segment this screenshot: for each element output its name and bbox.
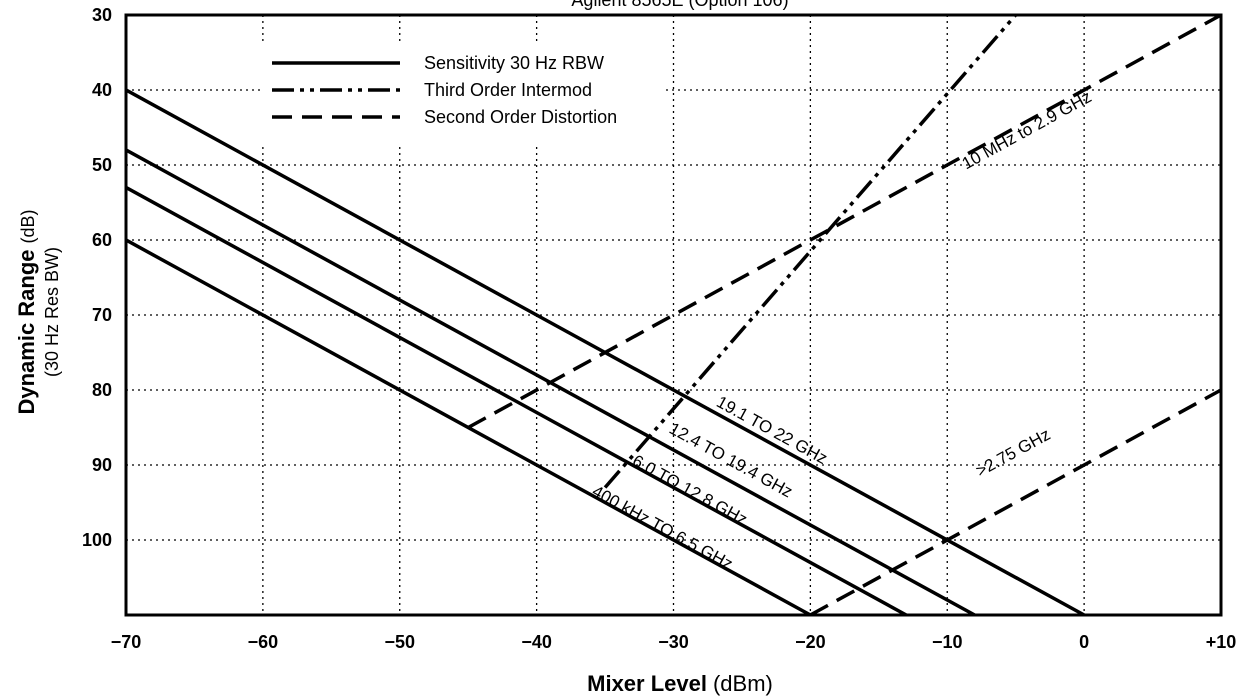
series-annotation: 10 MHz to 2.9 GHz [959,87,1095,173]
y-tick-label: 40 [92,80,112,100]
y-tick-label: 30 [92,5,112,25]
x-tick-label: −30 [658,632,689,652]
x-tick-label: −70 [111,632,142,652]
series-line [467,13,1222,430]
x-tick-label: −10 [932,632,963,652]
y-tick-label: 70 [92,305,112,325]
y-axis-sublabel: (30 Hz Res BW) [42,247,62,377]
legend-label-second-order: Second Order Distortion [424,107,617,127]
legend-label-third-order: Third Order Intermod [424,80,592,100]
x-tick-label: −50 [384,632,415,652]
x-tick-label: −60 [248,632,279,652]
legend-background [262,43,662,146]
y-tick-label: 60 [92,230,112,250]
series-line [603,13,1018,489]
y-tick-label: 50 [92,155,112,175]
legend: Sensitivity 30 Hz RBW Third Order Interm… [262,43,662,146]
legend-label-sensitivity: Sensitivity 30 Hz RBW [424,53,604,73]
plot-frame [124,13,1223,617]
x-tick-label: 0 [1079,632,1089,652]
x-tick-label: −40 [521,632,552,652]
y-axis-label: Dynamic Range(dB) [14,209,39,414]
x-tick-label: +10 [1206,632,1237,652]
series-lines [125,13,1222,617]
y-tick-label: 80 [92,380,112,400]
chart-title: Agilent 8565E (Option 106) [571,0,788,10]
x-axis-label: Mixer Level (dBm) [587,671,773,696]
y-tick-label: 100 [82,530,112,550]
series-line [809,388,1222,617]
axis-ticks: −70 −60 −50 −40 −30 −20 −10 0 +10 30 40 50 60 70 80 90 1… [82,5,1236,652]
y-tick-label: 90 [92,455,112,475]
x-tick-label: −20 [795,632,826,652]
series-annotation: >2.75 GHz [973,425,1054,481]
series-line [125,185,908,617]
